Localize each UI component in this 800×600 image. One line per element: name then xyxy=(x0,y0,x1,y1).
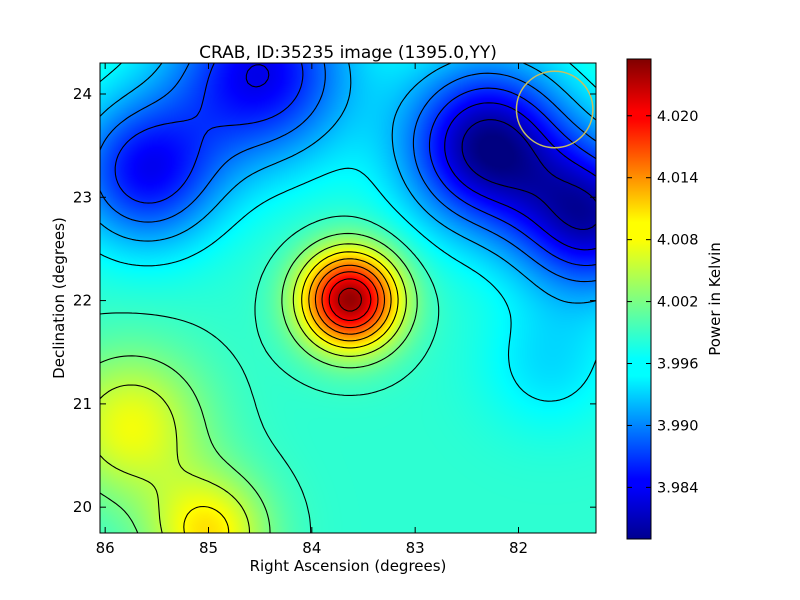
colorbar-tick-label: 4.014 xyxy=(657,171,699,187)
contour-line-7 xyxy=(100,232,418,533)
colorbar-tick-label: 4.020 xyxy=(657,109,699,125)
contour-line-11 xyxy=(314,264,386,335)
plot-frame xyxy=(99,62,597,534)
contour-line-12 xyxy=(321,271,379,329)
contour-line-9 xyxy=(183,251,399,533)
y-tick-label: 24 xyxy=(73,85,92,103)
colorbar xyxy=(626,58,652,540)
y-tick-label: 23 xyxy=(73,188,92,206)
x-tick-label: 86 xyxy=(96,539,115,557)
contour-line-1 xyxy=(245,64,596,251)
x-axis-label: Right Ascension (degrees) xyxy=(250,557,447,575)
contour-line-5 xyxy=(100,63,596,402)
heatmap-image xyxy=(100,63,596,533)
x-tick-label: 85 xyxy=(199,539,218,557)
contour-line-3 xyxy=(100,63,596,283)
contour-line-8 xyxy=(100,243,407,533)
contour-layer xyxy=(100,63,596,533)
colorbar-ticks: 4.020 4.014 4.008 4.002 3.996 3.990 3.984 xyxy=(627,109,699,496)
contour-line-10 xyxy=(308,258,392,342)
contour-line-6 xyxy=(100,215,440,533)
colorbar-tick-label: 3.996 xyxy=(657,357,699,373)
contour-line-2 xyxy=(114,63,596,267)
x-ticks: 86 85 84 83 82 xyxy=(96,63,528,557)
colorbar-tick-label: 4.002 xyxy=(657,295,699,311)
y-tick-label: 22 xyxy=(73,292,92,310)
y-tick-label: 20 xyxy=(73,498,92,516)
x-tick-label: 83 xyxy=(406,539,425,557)
x-tick-label: 82 xyxy=(509,539,528,557)
colorbar-tick-label: 4.008 xyxy=(657,233,699,249)
colorbar-tick-label: 3.984 xyxy=(657,480,699,496)
colorbar-label: Power in Kelvin xyxy=(706,242,724,356)
beam-circle xyxy=(515,70,594,149)
contour-line-0 xyxy=(461,119,596,231)
y-ticks: 20 21 22 23 24 xyxy=(73,85,596,516)
y-tick-label: 21 xyxy=(73,395,92,413)
y-axis-label: Declination (degrees) xyxy=(50,217,68,379)
colorbar-tick-label: 3.990 xyxy=(657,418,699,434)
plot-area xyxy=(100,63,596,533)
x-tick-label: 84 xyxy=(302,539,321,557)
chart-title: CRAB, ID:35235 image (1395.0,YY) xyxy=(199,43,497,63)
contour-line-13 xyxy=(328,278,372,321)
contour-line-14 xyxy=(338,287,363,312)
contour-line-4 xyxy=(100,63,596,304)
